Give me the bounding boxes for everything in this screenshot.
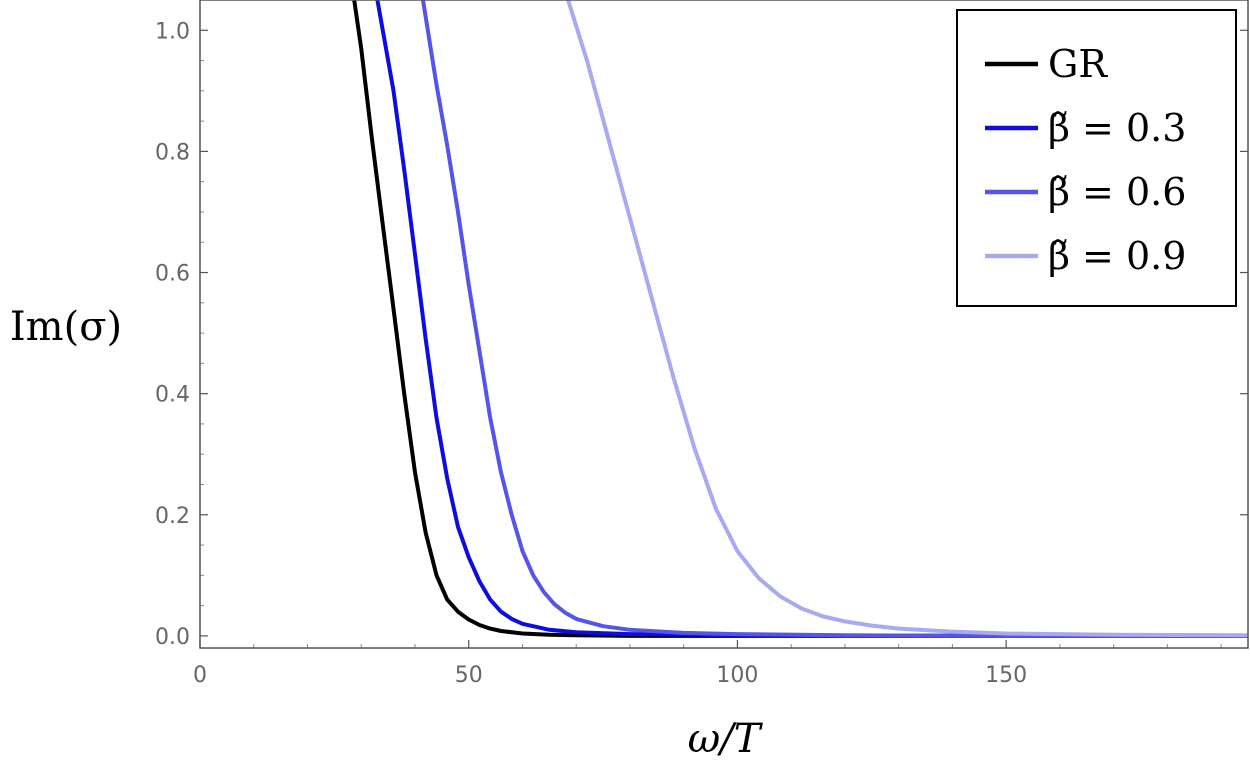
plot-area	[352, 0, 1248, 638]
plot-frame	[199, 0, 1249, 649]
series-lines	[352, 0, 1248, 638]
y-tick-label: 0.2	[155, 504, 190, 529]
legend-label-3: β̃ = 0.9	[1048, 234, 1186, 278]
legend: GR β̃ = 0.3 β̃ = 0.6 β̃ = 0.9	[956, 9, 1237, 307]
series-line-2	[421, 0, 1248, 638]
legend-label-2: β̃ = 0.6	[1048, 170, 1186, 214]
x-tick-label: 0	[193, 663, 207, 688]
x-axis-ticks: 0 50 100 150	[193, 640, 1222, 688]
series-line-3	[566, 0, 1248, 638]
series-line-1	[375, 0, 1248, 638]
y-axis-title: Im(σ)	[10, 304, 122, 350]
y-tick-label: 1.0	[155, 19, 190, 44]
y-tick-label: 0.4	[155, 383, 190, 408]
legend-label-1: β̃ = 0.3	[1048, 106, 1186, 150]
x-axis-title: ω/T	[688, 716, 764, 762]
y-axis-ticks: 0.0 0.2 0.4 0.6 0.8 1.0	[155, 19, 1248, 650]
x-tick-label: 50	[455, 663, 483, 688]
x-tick-label: 100	[716, 663, 758, 688]
y-tick-label: 0.0	[155, 625, 190, 650]
series-line-0	[352, 0, 1248, 638]
y-tick-label: 0.6	[155, 262, 190, 287]
legend-label-0: GR	[1048, 42, 1108, 86]
x-tick-label: 150	[985, 663, 1027, 688]
y-tick-label: 0.8	[155, 140, 190, 165]
